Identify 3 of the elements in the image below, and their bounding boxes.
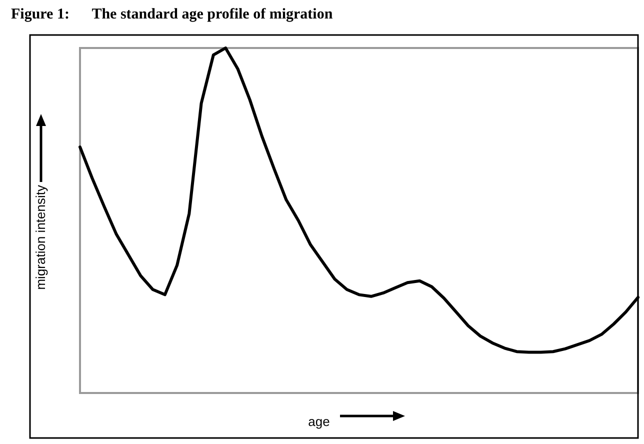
x-axis-title: age bbox=[308, 414, 330, 429]
y-axis-title: migration intensity bbox=[33, 184, 48, 290]
chart-title: Figure 1: The standard age profile of migration bbox=[11, 6, 334, 22]
